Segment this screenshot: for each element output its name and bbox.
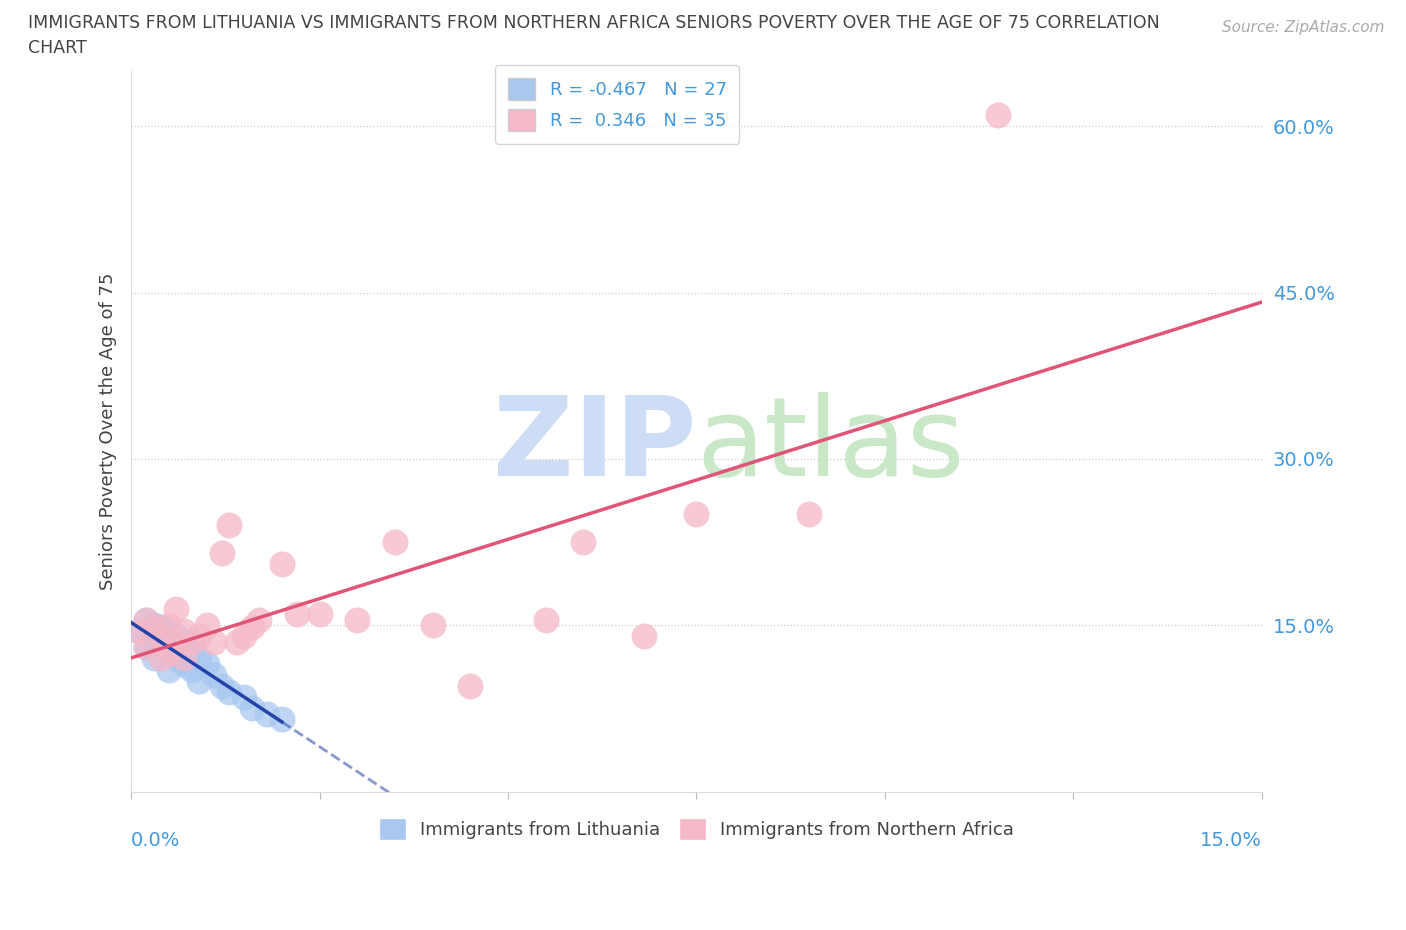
- Point: [247, 612, 270, 627]
- Point: [384, 535, 406, 550]
- Y-axis label: Seniors Poverty Over the Age of 75: Seniors Poverty Over the Age of 75: [100, 272, 117, 590]
- Point: [218, 518, 240, 533]
- Point: [271, 712, 294, 727]
- Point: [271, 557, 294, 572]
- Point: [173, 634, 195, 649]
- Point: [128, 623, 150, 638]
- Point: [195, 657, 218, 671]
- Point: [157, 662, 180, 677]
- Point: [308, 606, 330, 621]
- Point: [150, 620, 173, 635]
- Point: [460, 679, 482, 694]
- Point: [142, 620, 165, 635]
- Point: [180, 640, 202, 655]
- Point: [150, 629, 173, 644]
- Point: [685, 507, 707, 522]
- Point: [173, 623, 195, 638]
- Point: [225, 634, 247, 649]
- Point: [128, 623, 150, 638]
- Point: [142, 651, 165, 666]
- Point: [188, 651, 211, 666]
- Text: CHART: CHART: [28, 39, 87, 57]
- Point: [173, 651, 195, 666]
- Text: 15.0%: 15.0%: [1199, 831, 1261, 850]
- Point: [180, 634, 202, 649]
- Point: [633, 629, 655, 644]
- Point: [534, 612, 557, 627]
- Legend: Immigrants from Lithuania, Immigrants from Northern Africa: Immigrants from Lithuania, Immigrants fr…: [371, 811, 1021, 847]
- Point: [173, 657, 195, 671]
- Point: [202, 634, 225, 649]
- Point: [233, 629, 256, 644]
- Point: [150, 640, 173, 655]
- Point: [142, 634, 165, 649]
- Point: [285, 606, 308, 621]
- Point: [233, 690, 256, 705]
- Point: [166, 651, 188, 666]
- Point: [135, 640, 157, 655]
- Point: [135, 612, 157, 627]
- Point: [202, 668, 225, 683]
- Point: [150, 651, 173, 666]
- Point: [166, 601, 188, 616]
- Point: [211, 546, 233, 561]
- Point: [211, 679, 233, 694]
- Text: atlas: atlas: [696, 392, 965, 499]
- Point: [142, 618, 165, 632]
- Point: [218, 684, 240, 699]
- Text: 0.0%: 0.0%: [131, 831, 180, 850]
- Point: [256, 707, 278, 722]
- Point: [346, 612, 368, 627]
- Text: Source: ZipAtlas.com: Source: ZipAtlas.com: [1222, 20, 1385, 35]
- Point: [157, 645, 180, 660]
- Text: IMMIGRANTS FROM LITHUANIA VS IMMIGRANTS FROM NORTHERN AFRICA SENIORS POVERTY OVE: IMMIGRANTS FROM LITHUANIA VS IMMIGRANTS …: [28, 14, 1160, 32]
- Point: [572, 535, 595, 550]
- Point: [135, 612, 157, 627]
- Point: [422, 618, 444, 632]
- Point: [166, 634, 188, 649]
- Point: [987, 108, 1010, 123]
- Point: [240, 620, 263, 635]
- Point: [195, 618, 218, 632]
- Point: [157, 645, 180, 660]
- Point: [157, 618, 180, 632]
- Point: [799, 507, 821, 522]
- Point: [188, 629, 211, 644]
- Point: [157, 623, 180, 638]
- Point: [180, 662, 202, 677]
- Point: [166, 629, 188, 644]
- Point: [135, 640, 157, 655]
- Point: [240, 701, 263, 716]
- Text: ZIP: ZIP: [494, 392, 696, 499]
- Point: [188, 673, 211, 688]
